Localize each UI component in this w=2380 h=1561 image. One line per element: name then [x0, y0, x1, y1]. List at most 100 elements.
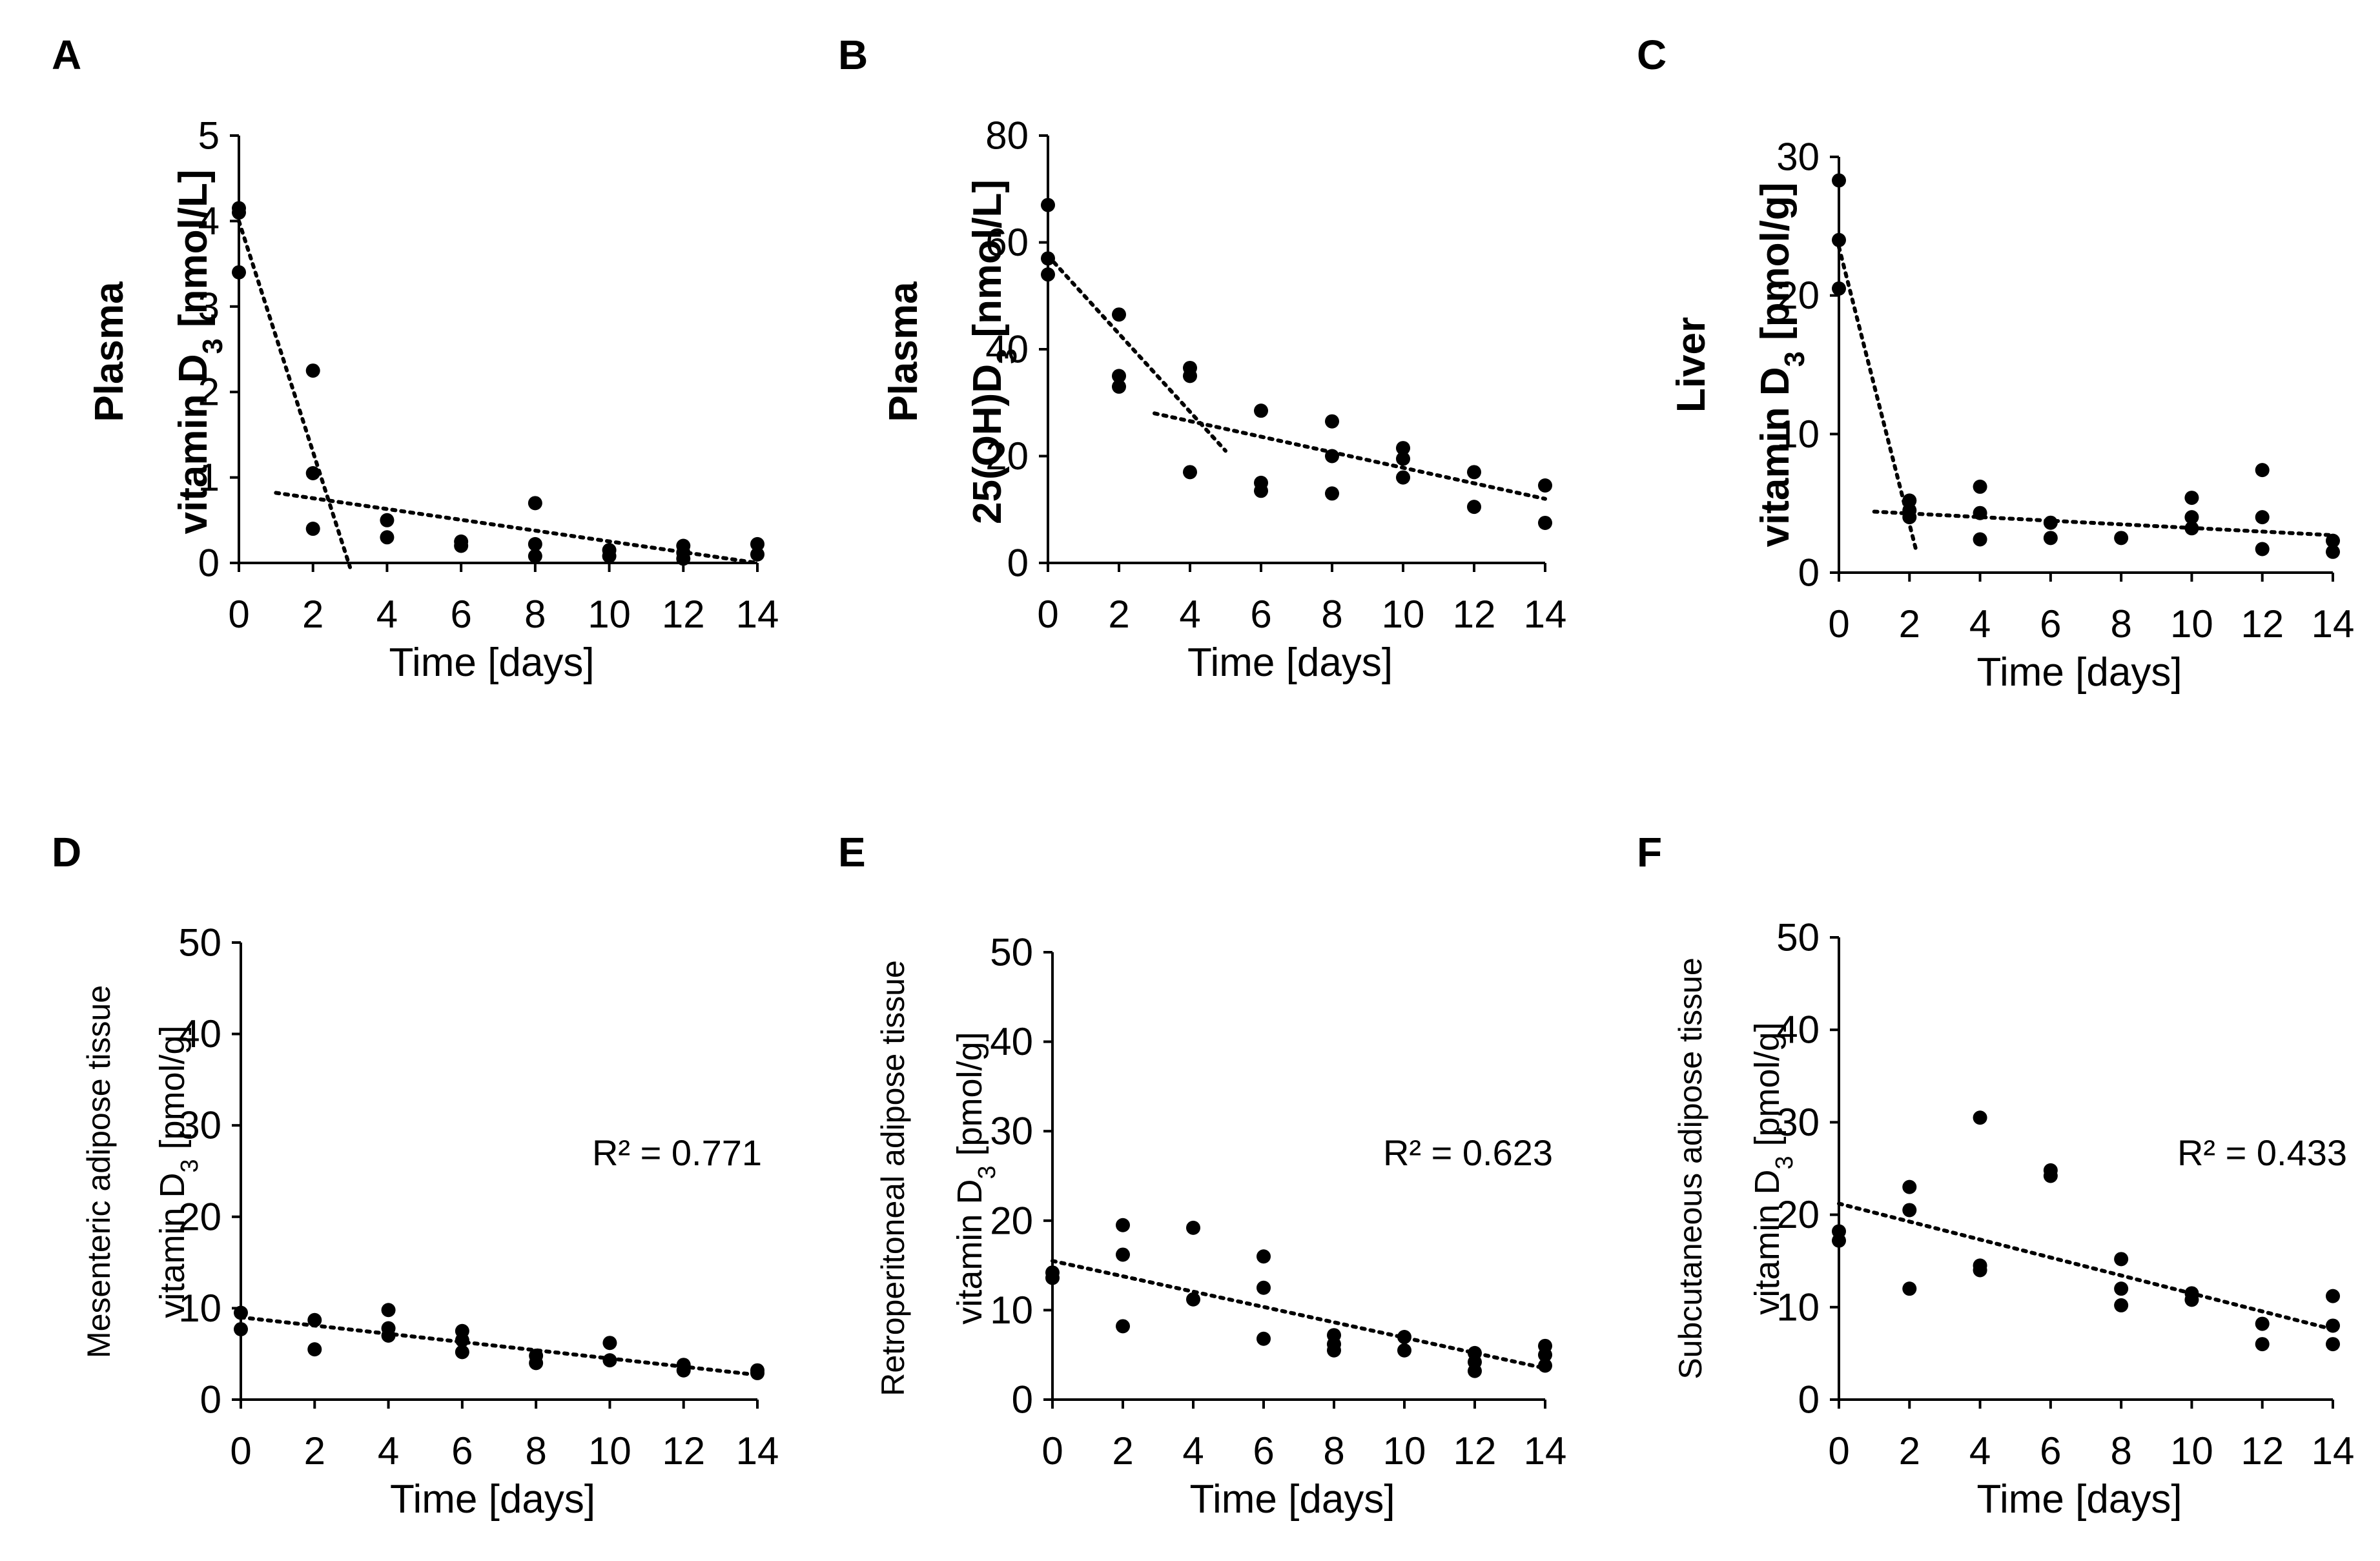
x-tick-label: 4: [376, 593, 398, 636]
data-point: [1254, 403, 1268, 418]
y-tick-label: 60: [985, 221, 1029, 264]
panel-letter: C: [1637, 32, 1667, 78]
y-tick-label: 0: [1012, 1378, 1033, 1422]
x-tick-label: 12: [2241, 1429, 2284, 1473]
data-point: [455, 1332, 469, 1347]
y-axis-title-line: vitamin D3 [nmol/L]: [171, 170, 229, 535]
x-tick-label: 14: [736, 1429, 779, 1473]
trendline: [1046, 254, 1227, 453]
y-axis-title: Subcutaneous adipose tissue vitamin D3 [p…: [1672, 957, 1798, 1379]
data-point: [1257, 1280, 1271, 1295]
data-point: [1396, 441, 1410, 456]
y-axis-title: Mesenteric adipose tissue vitamin D3 [pmo…: [81, 985, 203, 1358]
panel-d: D 0 10 20 30 40 50 0 2 4 6 8 10 12 14 Time [days] Mesent…: [52, 829, 779, 1522]
data-point: [234, 1305, 248, 1320]
y-tick-label: 2: [198, 371, 220, 414]
x-tick-label: 10: [588, 1429, 631, 1473]
x-tick-label: 4: [1182, 1429, 1204, 1473]
r-squared-label: R² = 0.623: [1383, 1132, 1553, 1173]
y-tick-label: 10: [1776, 413, 1820, 456]
data-point: [750, 1365, 764, 1380]
x-tick-label: 6: [1250, 593, 1271, 636]
x-tick-label: 10: [588, 593, 631, 636]
data-point: [1045, 1270, 1060, 1285]
x-tick-label: 6: [2040, 602, 2061, 646]
data-point: [2326, 533, 2340, 548]
data-point: [1973, 1263, 1987, 1278]
data-point: [1396, 451, 1410, 466]
x-tick-label: 12: [662, 593, 705, 636]
data-point: [1186, 1220, 1200, 1235]
y-axis-title: Plasma 25(OH)D3 [nmol/L]: [881, 179, 1023, 524]
data-point: [1902, 493, 1917, 508]
data-point: [1973, 532, 1987, 547]
data-point: [1538, 515, 1552, 530]
panel-f: F 0 10 20 30 40 50 0 2 4 6 8 10 12 14 Time [days] Subcut…: [1637, 829, 2354, 1522]
x-axis-title: Time [days]: [1976, 650, 2182, 695]
y-tick-label: 4: [198, 199, 220, 243]
data-point: [1325, 486, 1339, 501]
data-point: [2114, 531, 2129, 546]
y-tick-label: 1: [198, 456, 220, 499]
x-tick-label: 10: [1382, 593, 1425, 636]
x-tick-label: 0: [1828, 1429, 1849, 1473]
data-point: [1902, 1281, 1917, 1296]
x-tick-label: 6: [450, 593, 471, 636]
panel-letter: A: [52, 32, 81, 78]
x-tick-label: 4: [1179, 593, 1200, 636]
data-point: [1902, 1203, 1917, 1218]
data-point: [2326, 1318, 2340, 1333]
data-point: [602, 1353, 617, 1368]
data-point: [1538, 478, 1552, 493]
data-point: [1973, 505, 1987, 520]
data-point: [602, 549, 617, 564]
y-axis-title-line: Liver: [1669, 317, 1714, 413]
data-point: [1116, 1218, 1130, 1232]
data-point: [307, 1312, 322, 1327]
panel-letter: D: [52, 829, 81, 875]
y-tick-label: 50: [1776, 916, 1820, 959]
data-point: [1538, 1347, 1552, 1362]
y-tick-label: 5: [198, 114, 220, 158]
data-point: [381, 1303, 396, 1318]
data-point: [2184, 1292, 2199, 1307]
x-tick-label: 2: [304, 1429, 325, 1473]
data-point: [234, 1321, 248, 1336]
panel-e: E 0 10 20 30 40 50 0 2 4 6 8 10 12 14 Time [days] Retrop…: [838, 829, 1566, 1522]
x-tick-label: 4: [1969, 1429, 1991, 1473]
data-point: [1112, 307, 1126, 322]
data-point: [2255, 1316, 2270, 1331]
data-point: [1327, 1343, 1341, 1358]
x-tick-label: 2: [1108, 593, 1129, 636]
x-tick-label: 12: [2241, 602, 2284, 646]
data-point: [602, 1336, 617, 1351]
data-point: [1973, 479, 1987, 494]
y-tick-label: 40: [1776, 1008, 1820, 1052]
x-tick-label: 2: [1899, 1429, 1920, 1473]
x-tick-label: 12: [1453, 593, 1496, 636]
data-point: [528, 496, 542, 511]
x-tick-label: 8: [2110, 602, 2131, 646]
x-tick-label: 14: [1524, 1429, 1567, 1473]
data-point: [2043, 515, 2058, 530]
data-point: [1112, 369, 1126, 383]
x-tick-label: 14: [1524, 593, 1567, 636]
data-point: [676, 551, 691, 566]
y-tick-label: 40: [990, 1020, 1033, 1063]
data-point: [529, 1356, 544, 1371]
data-point: [2255, 542, 2270, 556]
y-axis-title-line: 25(OH)D3 [nmol/L]: [965, 179, 1023, 524]
x-axis-title: Time [days]: [1189, 1477, 1395, 1522]
data-point: [1832, 1233, 1846, 1248]
x-axis-title: Time [days]: [1976, 1477, 2182, 1522]
data-point: [1468, 1363, 1482, 1378]
y-tick-label: 20: [1776, 1193, 1820, 1236]
data-point: [2255, 463, 2270, 478]
x-tick-label: 0: [1828, 602, 1849, 646]
y-tick-label: 30: [178, 1104, 221, 1147]
data-point: [2326, 544, 2340, 559]
x-tick-label: 0: [1041, 1429, 1063, 1473]
data-point: [380, 530, 395, 545]
trendline: [239, 1315, 759, 1377]
